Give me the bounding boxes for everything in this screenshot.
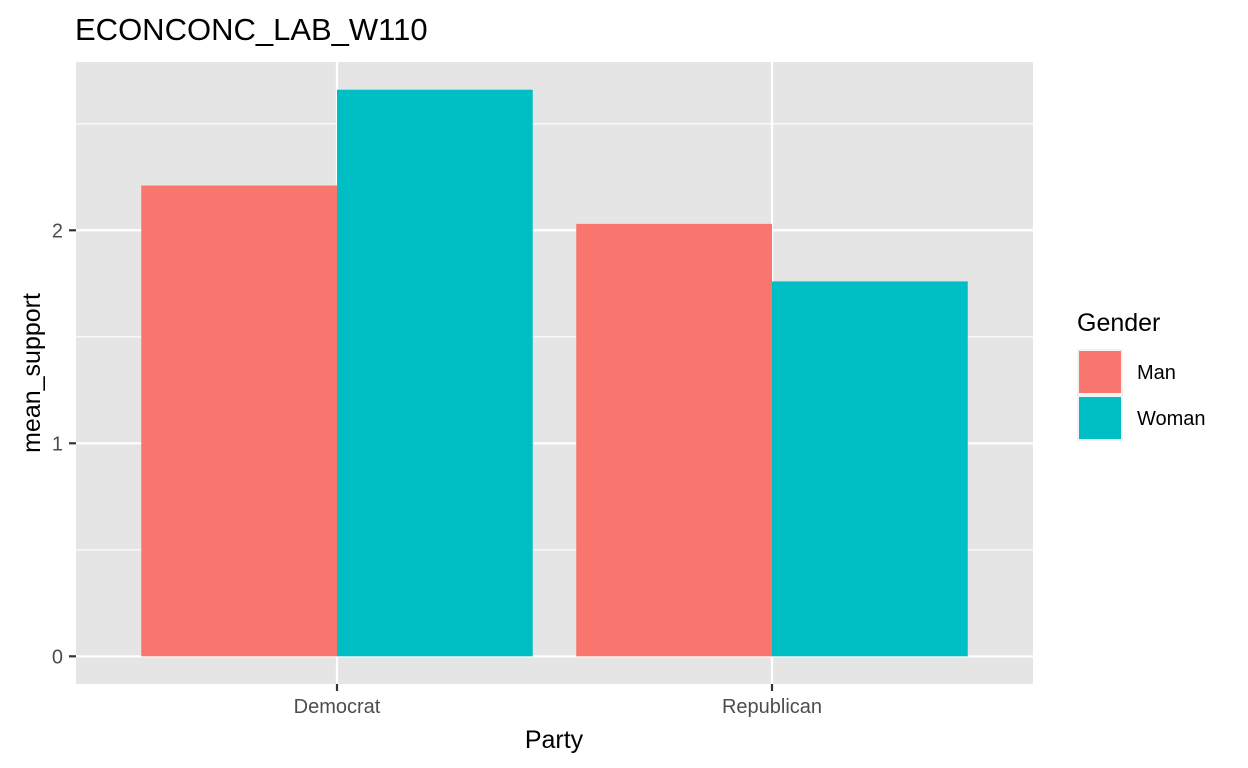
legend-swatch-man	[1079, 351, 1121, 393]
x-tick-label: Democrat	[294, 696, 381, 718]
y-tick-label: 1	[52, 433, 63, 455]
x-axis: Democrat Republican	[294, 684, 822, 718]
legend-title: Gender	[1077, 309, 1160, 337]
x-tick-label: Republican	[722, 696, 822, 718]
bar-democrat-man	[141, 185, 337, 657]
bar-democrat-woman	[337, 89, 533, 657]
y-axis: 0 1 2	[52, 220, 76, 668]
y-tick-label: 0	[52, 646, 63, 668]
x-axis-title: Party	[525, 726, 584, 754]
y-axis-title: mean_support	[18, 293, 46, 453]
y-tick-label: 2	[52, 220, 63, 242]
legend-label-woman: Woman	[1137, 408, 1206, 430]
bar-republican-man	[576, 223, 772, 657]
bar-republican-woman	[772, 281, 968, 657]
chart-title: ECONCONC_LAB_W110	[75, 12, 428, 47]
legend-label-man: Man	[1137, 362, 1176, 384]
legend: Gender Man Woman	[1077, 309, 1206, 441]
bars	[141, 89, 968, 657]
legend-swatch-woman	[1079, 397, 1121, 439]
